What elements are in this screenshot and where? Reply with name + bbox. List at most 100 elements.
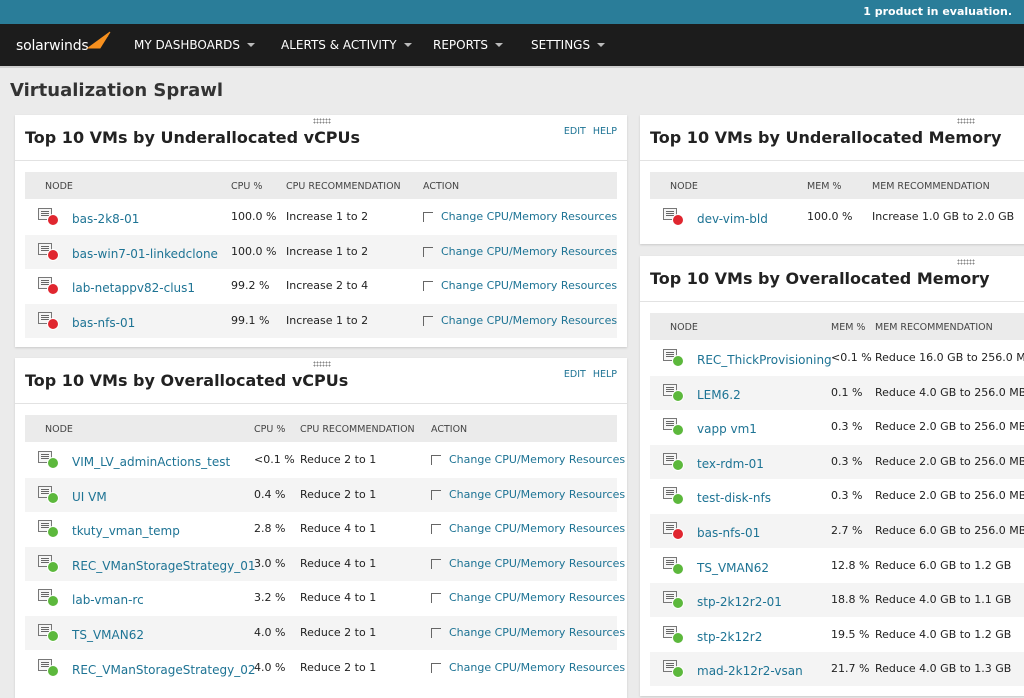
recommendation: Reduce 4.0 GB to 256.0 MB [875, 385, 1024, 399]
recommendation: Reduce 2 to 1 [300, 626, 377, 639]
status-icon [672, 528, 684, 540]
status-icon [672, 493, 684, 506]
panel: Top 10 VMs by Overallocated Memory NODE ME… [640, 256, 1024, 696]
percent: 3.0 % [254, 556, 286, 570]
node-link[interactable]: lab-vman-rc [72, 593, 144, 608]
table-row: bas-2k8-01 100.0 % Increase 1 to 2 Change C… [25, 200, 617, 234]
node-link[interactable]: LEM6.2 [697, 387, 741, 402]
percent: 100.0 % [231, 210, 277, 223]
node-link[interactable]: stp-2k12r2 [697, 629, 763, 644]
panel: Top 10 VMs by Underallocated Memory NODE M… [640, 115, 1024, 244]
action-link[interactable]: Change CPU/Memory Resources [449, 487, 626, 501]
recommendation: Reduce 16.0 GB to 256.0 MB [875, 351, 1024, 364]
status-icon [47, 664, 59, 677]
column-header: CPU RECOMMENDATION [286, 181, 401, 192]
node-link[interactable]: bas-2k8-01 [72, 212, 140, 226]
menu-dashboards[interactable]: MY DASHBOARDS [134, 38, 255, 52]
node-link[interactable]: vapp vm1 [697, 422, 757, 437]
node-link[interactable]: TS_VMAN62 [72, 628, 144, 642]
table-row: bas-nfs-01 2.7 % Reduce 6.0 GB to 256.0 MB [650, 514, 1024, 548]
node-link[interactable]: tex-rdm-01 [697, 456, 764, 471]
column-header: MEM RECOMMENDATION [875, 322, 993, 333]
drag-handle[interactable] [313, 361, 331, 367]
node-link[interactable]: dev-vim-bld [697, 212, 768, 226]
percent: 0.3 % [831, 420, 863, 434]
node-link[interactable]: mad-2k12r2-vsan [697, 664, 803, 679]
panel-link[interactable]: HELP [592, 126, 617, 137]
recommendation: Reduce 6.0 GB to 1.2 GB [875, 558, 1012, 572]
action-icon [423, 315, 433, 326]
recommendation: Reduce 4.0 GB to 1.3 GB [875, 662, 1012, 676]
action-link[interactable]: Change CPU/Memory Resources [449, 453, 626, 466]
table-row: REC_VManStorageStrategy_02 4.0 % Reduce 2 … [25, 651, 625, 685]
column-header: CPU % [231, 181, 263, 192]
status-icon [672, 458, 684, 471]
node-link[interactable]: bas-nfs-01 [697, 526, 761, 540]
drag-handle[interactable] [957, 259, 975, 265]
percent: 2.8 % [254, 522, 286, 536]
node-link[interactable]: VIM_LV_adminActions_test [72, 455, 231, 469]
node-link[interactable]: REC_ThickProvisioning [697, 353, 832, 367]
action-link[interactable]: Change CPU/Memory Resources [449, 626, 626, 639]
table-row: tex-rdm-01 0.3 % Reduce 2.0 GB to 256.0 MB [650, 444, 1024, 479]
action-link[interactable]: Change CPU/Memory Resources [449, 591, 626, 605]
recommendation: Increase 1 to 2 [286, 313, 369, 327]
action-link[interactable]: Change CPU/Memory Resources [449, 522, 626, 536]
column-header: ACTION [431, 424, 468, 435]
status-icon [47, 248, 59, 261]
separator [640, 301, 1024, 302]
percent: <0.1 % [254, 453, 295, 466]
node-link[interactable]: stp-2k12r2-01 [697, 595, 782, 610]
node-link[interactable]: bas-win7-01-linkedclone [72, 246, 218, 261]
action-link[interactable]: Change CPU/Memory Resources [449, 556, 626, 570]
action-icon [431, 662, 441, 673]
menu-alerts[interactable]: ALERTS & ACTIVITY [281, 38, 412, 52]
action-icon [431, 455, 441, 465]
status-icon [47, 491, 59, 504]
table-row: UI VM 0.4 % Reduce 2 to 1 Change CPU/Memory… [25, 477, 625, 512]
recommendation: Reduce 4 to 1 [300, 556, 377, 570]
action-link[interactable]: Change CPU/Memory Resources [441, 244, 618, 258]
panel-link[interactable]: HELP [592, 369, 617, 380]
logo-text: solarwinds [16, 38, 89, 54]
recommendation: Reduce 2 to 1 [300, 487, 377, 501]
action-link[interactable]: Change CPU/Memory Resources [449, 660, 626, 674]
recommendation: Reduce 2.0 GB to 256.0 MB [875, 420, 1024, 434]
node-link[interactable]: test-disk-nfs [697, 491, 771, 506]
table-row: tkuty_vman_temp 2.8 % Reduce 4 to 1 Change … [25, 512, 625, 546]
menu-reports[interactable]: REPORTS [433, 38, 503, 52]
action-link[interactable]: Change CPU/Memory Resources [441, 279, 618, 293]
menu-settings[interactable]: SETTINGS [531, 38, 605, 52]
table-row: TS_VMAN62 12.8 % Reduce 6.0 GB to 1.2 GB [650, 549, 1024, 583]
node-link[interactable]: tkuty_vman_temp [72, 524, 180, 539]
logo[interactable]: solarwinds [16, 31, 111, 54]
recommendation: Reduce 2.0 GB to 256.0 MB [875, 454, 1024, 468]
node-link[interactable]: lab-netappv82-clus1 [72, 281, 196, 296]
column-header: NODE [670, 181, 698, 192]
node-link[interactable]: TS_VMAN62 [697, 560, 769, 575]
node-link[interactable]: REC_VManStorageStrategy_02 [72, 662, 256, 677]
recommendation: Increase 1 to 2 [286, 210, 369, 223]
node-link[interactable]: REC_VManStorageStrategy_01 [72, 558, 256, 573]
percent: 0.3 % [831, 454, 863, 468]
drag-handle[interactable] [313, 118, 331, 124]
table-row: LEM6.2 0.1 % Reduce 4.0 GB to 256.0 MB [650, 375, 1024, 410]
table-row: stp-2k12r2-01 18.8 % Reduce 4.0 GB to 1.1 … [650, 583, 1024, 618]
percent: 19.5 % [831, 627, 870, 641]
status-icon [47, 457, 59, 469]
column-header: NODE [45, 424, 73, 435]
action-link[interactable]: Change CPU/Memory Resources [441, 313, 618, 327]
node-link[interactable]: UI VM [72, 489, 107, 504]
drag-handle[interactable] [957, 118, 975, 124]
banner: 1 product in evaluation. [0, 0, 1024, 24]
action-icon [423, 212, 433, 222]
table-row: vapp vm1 0.3 % Reduce 2.0 GB to 256.0 MB [650, 410, 1024, 444]
status-icon [672, 666, 684, 679]
column-header: MEM % [807, 181, 842, 192]
action-link[interactable]: Change CPU/Memory Resources [441, 210, 618, 223]
column-header: CPU RECOMMENDATION [300, 424, 415, 435]
panel-link[interactable]: EDIT [563, 369, 586, 380]
percent: <0.1 % [831, 351, 872, 364]
panel-link[interactable]: EDIT [563, 126, 586, 137]
node-link[interactable]: bas-nfs-01 [72, 315, 136, 330]
